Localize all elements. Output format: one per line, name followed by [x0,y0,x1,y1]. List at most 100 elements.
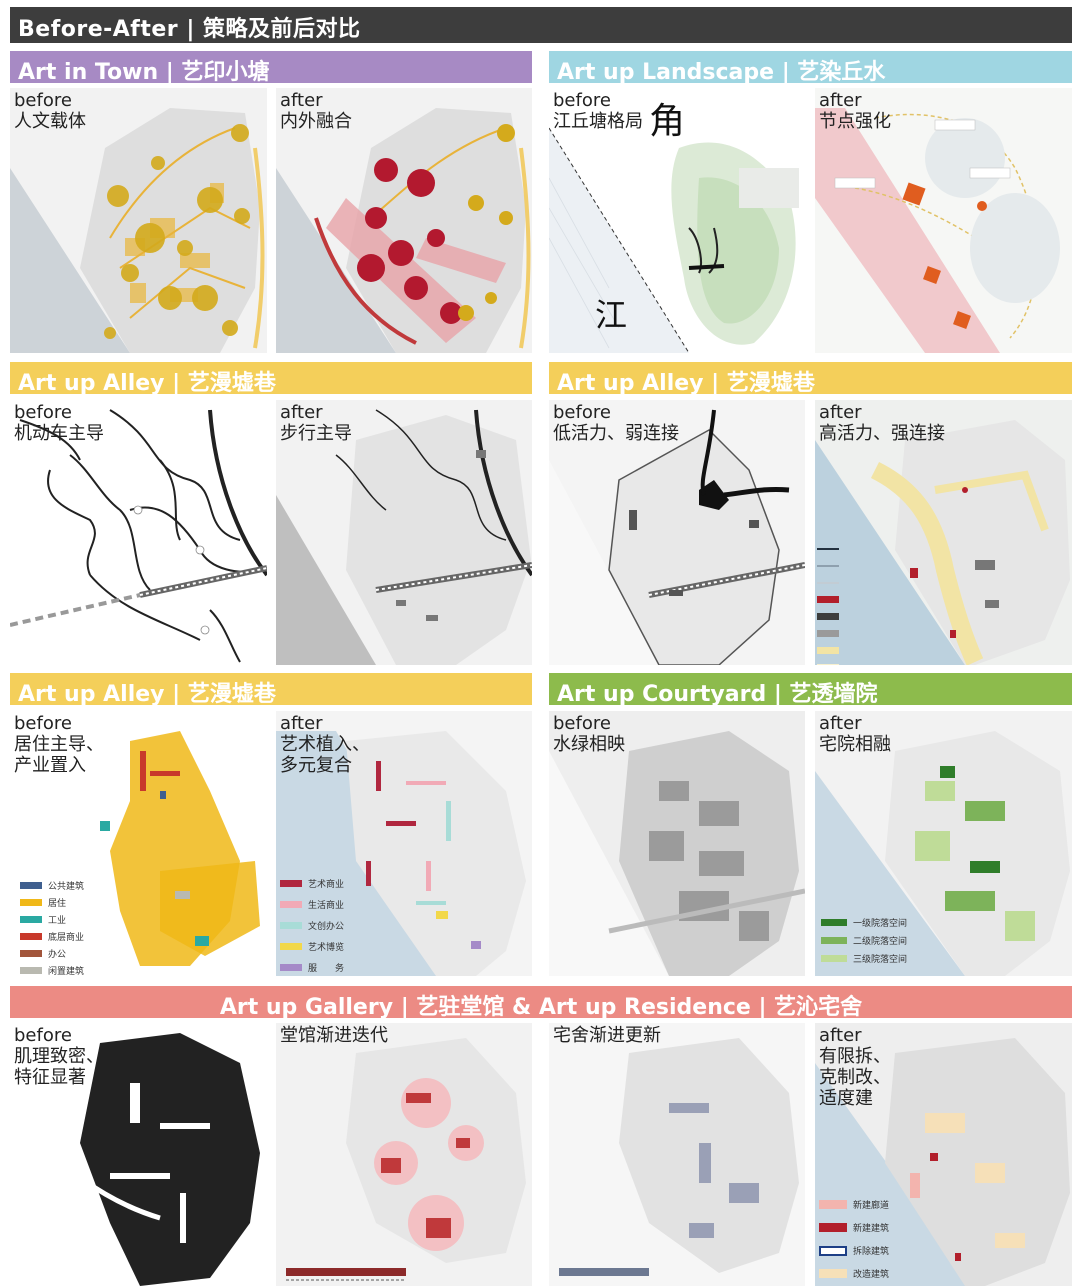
legend-label: 服 务 [308,964,345,974]
legend-swatch [280,964,302,971]
legend-swatch [20,899,42,906]
legend-item: 新建廊道 [819,1193,889,1216]
page-title-bar: Before-After | 策略及前后对比 [10,7,1072,43]
section-band-alley-1: Art up Alley | 艺漫墟巷 [10,362,532,396]
legend-swatch [821,918,847,926]
caption-town-before: before 人文载体 [14,90,86,132]
section-band-landscape: Art up Landscape | 艺染丘水 [549,51,1072,85]
caption-residence-after: after 有限拆、 克制改、 适度建 [819,1025,891,1109]
caption-line-2: 艺术植入、 [280,734,370,755]
panel-courtyard-after: after 宅院相融 一级院落空间 二级院落空间 三级院落空间 [815,711,1072,976]
legend-item: 新建建筑 [819,1216,889,1239]
legend-label: 新建廊道 [853,1201,890,1211]
legend-item: 二级院落空间 [821,931,907,949]
map-courtyard-before [549,731,805,976]
legend-courtyard-after: 一级院落空间 二级院落空间 三级院落空间 [821,913,907,967]
section-title-landscape: Art up Landscape | 艺染丘水 [557,60,886,85]
caption-line-1: before [553,402,611,423]
caption-landscape-before: before 江丘塘格局 [553,90,643,132]
legend-swatch [821,936,847,944]
legend-swatch [20,882,42,889]
section-title-courtyard: Art up Courtyard | 艺透墙院 [557,682,878,707]
legend-item: 底层商业 [20,928,84,945]
legend-item: 服 务 [280,957,344,976]
legend-label: 三级院落空间 [853,954,908,965]
caption-line-2: 居住主导、 [14,734,104,755]
caption-vitality-before: before 低活力、弱连接 [553,402,679,444]
legend-item: 居住 [20,894,84,911]
panel-residence-renewal: 宅舍渐进更新 [549,1023,805,1286]
legend-swatch [819,1269,847,1278]
panel-gallery-before: before 肌理致密、 特征显著 [10,1023,267,1286]
map-residence-after [815,1038,1070,1286]
legend-label: 底层商业 [48,933,85,943]
caption-line-1: after [280,713,323,734]
legend-residence-after: 新建廊道 新建建筑 拆除建筑 改造建筑 [819,1193,889,1285]
caption-line-2: 高活力、强连接 [819,423,945,444]
caption-line-3: 多元复合 [280,755,352,776]
caption-line-2: 低活力、弱连接 [553,423,679,444]
map-vitality-before [549,409,805,665]
panel-alley-traffic-after: after 步行主导 [276,400,532,665]
map-landuse-before [100,731,260,966]
legend-swatch [20,950,42,957]
caption-line-1: after [819,90,862,111]
caption-line-1: before [14,90,72,111]
legend-label: 工业 [48,916,67,926]
map-traffic-after [276,409,532,665]
caption-traffic-after: after 步行主导 [280,402,352,444]
panel-landscape-before: before 江丘塘格局 角 江 [549,88,805,353]
caption-line-1: after [280,90,323,111]
legend-swatch [280,880,302,887]
caption-line-1: after [819,402,862,423]
section-band-gallery: Art up Gallery | 艺驻堂馆 & Art up Residence… [10,986,1072,1020]
map-courtyard-after [815,731,1070,976]
section-band-alley-2: Art up Alley | 艺漫墟巷 [549,362,1072,396]
legend-item: 办公 [20,945,84,962]
legend-item: 工业 [20,911,84,928]
caption-line-1: after [280,402,323,423]
legend-item: 改造建筑 [819,1262,889,1285]
caption-landuse-after: after 艺术植入、 多元复合 [280,713,370,776]
legend-label: 二级院落空间 [853,936,908,947]
caption-line-2: 机动车主导 [14,423,104,444]
section-band-alley-3: Art up Alley | 艺漫墟巷 [10,673,532,707]
caption-landscape-after: after 节点强化 [819,90,891,132]
map-landscape-before [549,127,799,353]
legend-swatch [20,916,42,923]
legend-item: 艺术博览 [280,936,344,957]
caption-line-1: after [819,1025,862,1046]
caption-town-after: after 内外融合 [280,90,352,132]
panel-residence-after: after 有限拆、 克制改、 适度建 新建廊道 新建建筑 拆除建筑 改造建筑 [815,1023,1072,1286]
map-traffic-before [10,409,267,663]
legend-label: 改造建筑 [853,1270,890,1280]
legend-label: 生活商业 [308,901,345,911]
glyph-hill: 角 [649,101,686,142]
caption-line-1: before [14,713,72,734]
legend-label: 艺术博览 [308,943,345,953]
legend-item: 生活商业 [280,894,344,915]
map-residence-renewal [559,1038,799,1276]
legend-label: 文创办公 [308,922,345,932]
caption-line-2: 人文载体 [14,111,86,132]
legend-swatch [821,954,847,962]
panel-town-after: after 内外融合 [276,88,532,353]
legend-item: 三级院落空间 [821,949,907,967]
legend-label: 一级院落空间 [853,918,908,929]
map-gallery-before [38,1033,260,1286]
legend-label: 新建建筑 [853,1224,890,1234]
caption-line-2: 水绿相映 [553,734,625,755]
panel-alley-traffic-before: before 机动车主导 [10,400,267,665]
caption-landuse-before: before 居住主导、 产业置入 [14,713,104,776]
panel-alley-landuse-after: after 艺术植入、 多元复合 艺术商业 生活商业 文创办公 艺术博览 服 务 [276,711,532,976]
legend-label: 居住 [48,899,67,909]
caption-residence-renewal: 宅舍渐进更新 [553,1025,661,1046]
map-town-after [276,108,531,353]
panel-alley-vitality-after: after 高活力、强连接 [815,400,1072,665]
caption-line-1: before [553,713,611,734]
legend-vitality-after-marks [817,540,845,665]
caption-traffic-before: before 机动车主导 [14,402,104,444]
panel-landscape-after: after 节点强化 [815,88,1072,353]
caption-gallery-before: before 肌理致密、 特征显著 [14,1025,104,1088]
legend-swatch [280,943,302,950]
